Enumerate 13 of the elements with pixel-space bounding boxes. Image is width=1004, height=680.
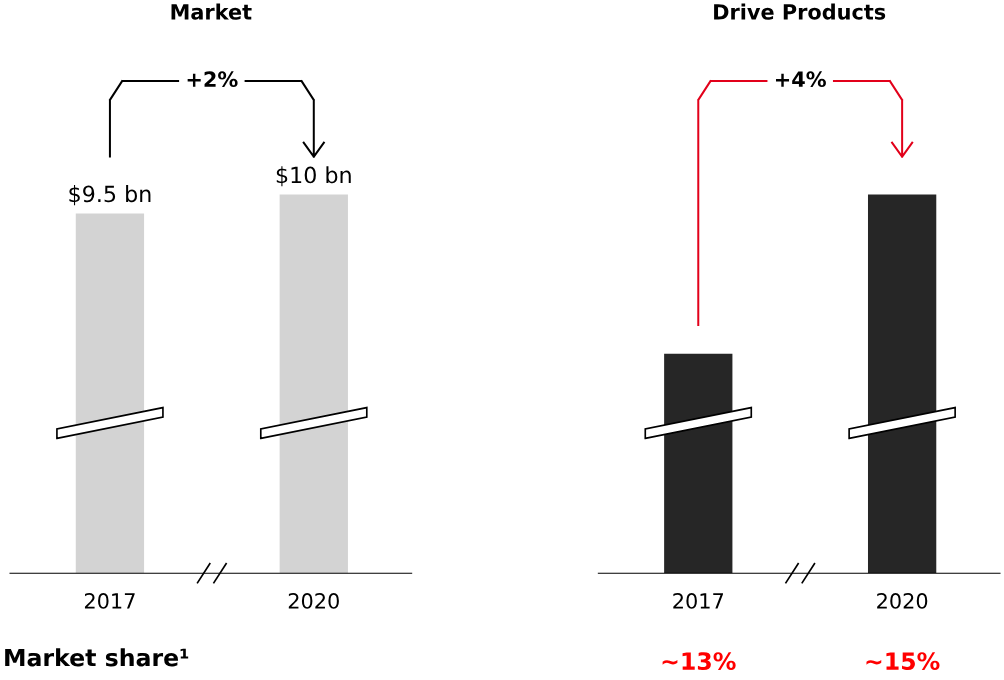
x-tick-label: 2020 [288,593,339,609]
text: ~13% [662,652,736,671]
text: +4% [776,71,826,88]
x-tick-label: 2017 [84,593,135,609]
text: ~15% [866,652,940,671]
data-label: $10 bn [276,166,351,187]
chart-title: Market [171,3,252,20]
x-tick-label: 2020 [877,593,928,609]
text: +2% [187,71,238,88]
chart-title: Drive Products [714,3,886,20]
text: Market share¹ [5,648,189,667]
x-tick-label: 2017 [673,593,723,609]
data-label: $9.5 bn [69,185,151,206]
